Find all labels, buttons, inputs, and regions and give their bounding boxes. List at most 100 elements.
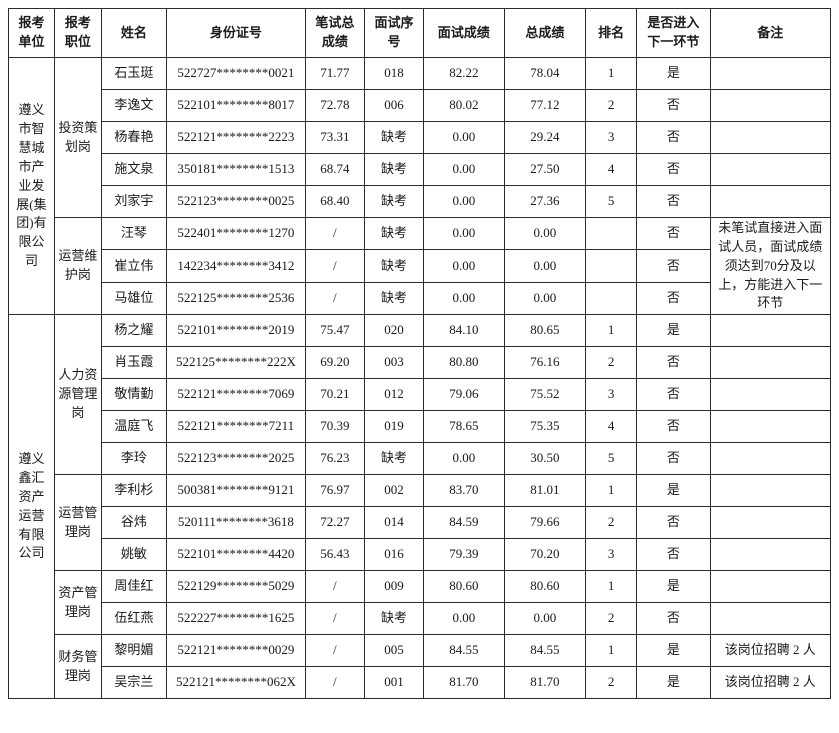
recruitment-results-table: 报考单位 报考职位 姓名 身份证号 笔试总成绩 面试序号 面试成绩 总成绩 排名… [8, 8, 832, 700]
id-cell: 522125********222X [166, 346, 306, 380]
written-score-cell: 70.21 [304, 378, 365, 412]
remark-cell [709, 442, 832, 476]
total-score-cell: 77.12 [503, 89, 587, 122]
interview-score-cell: 79.06 [423, 378, 505, 412]
name-cell: 周佳红 [100, 570, 168, 604]
table-row: 姚敏 522101********4420 56.43 016 79.39 70… [9, 538, 832, 572]
next-stage-cell: 是 [636, 666, 711, 700]
header-name: 姓名 [100, 8, 168, 58]
table-row: 遵义市智慧城市产业发展(集团)有限公司 投资策划岗 石玉珽 522727****… [8, 56, 832, 316]
next-stage-cell: 否 [636, 410, 711, 444]
position-cell: 投资策划岗 [53, 57, 102, 218]
name-cell: 伍红燕 [100, 602, 168, 636]
rank-cell: 2 [585, 89, 638, 122]
table-row: 马雄位 522125********2536 / 缺考 0.00 0.00 否 [9, 281, 831, 316]
next-stage-cell: 否 [636, 121, 711, 154]
written-score-cell: 76.97 [304, 474, 365, 508]
rank-cell [585, 216, 638, 251]
interview-no-cell: 006 [363, 89, 425, 122]
header-total-score: 总成绩 [503, 8, 587, 58]
name-cell: 谷炜 [100, 506, 168, 540]
remark-cell [709, 570, 832, 604]
rank-cell: 3 [585, 538, 638, 572]
id-cell: 522121********7211 [166, 410, 306, 444]
remark-cell [709, 378, 832, 412]
header-written-score: 笔试总成绩 [304, 8, 365, 58]
id-cell: 522129********5029 [166, 570, 306, 604]
written-score-cell: 56.43 [304, 538, 365, 572]
next-stage-cell: 否 [636, 378, 711, 412]
next-stage-cell: 否 [636, 506, 711, 540]
written-score-cell: / [304, 281, 365, 316]
total-score-cell: 0.00 [503, 216, 587, 251]
id-cell: 142234********3412 [166, 249, 306, 283]
name-cell: 吴宗兰 [100, 666, 168, 700]
rank-cell: 3 [585, 378, 638, 412]
table-row: 伍红燕 522227********1625 / 缺考 0.00 0.00 2 … [9, 602, 832, 636]
position-cell: 人力资源管理岗 [53, 314, 102, 476]
interview-no-cell: 020 [363, 314, 425, 348]
next-stage-cell: 否 [636, 602, 711, 636]
interview-score-cell: 0.00 [423, 249, 505, 283]
remark-cell: 该岗位招聘 2 人 [709, 634, 832, 668]
id-cell: 350181********1513 [166, 153, 306, 186]
rank-cell: 5 [585, 185, 638, 218]
next-stage-cell: 否 [636, 346, 711, 380]
id-cell: 522101********2019 [166, 314, 306, 348]
total-score-cell: 0.00 [503, 249, 587, 283]
interview-score-cell: 80.60 [423, 570, 505, 604]
interview-score-cell: 78.65 [423, 410, 505, 444]
interview-score-cell: 0.00 [423, 216, 505, 251]
table-row: 温庭飞 522121********7211 70.39 019 78.65 7… [9, 410, 832, 444]
interview-score-cell: 0.00 [423, 121, 505, 154]
remark-cell [709, 538, 832, 572]
table-row: 崔立伟 142234********3412 / 缺考 0.00 0.00 否 [9, 249, 831, 283]
id-cell: 522121********7069 [166, 378, 306, 412]
header-next-stage: 是否进入下一环节 [636, 8, 711, 58]
interview-no-cell: 014 [363, 506, 425, 540]
written-score-cell: / [304, 570, 365, 604]
header-row: 报考单位 报考职位 姓名 身份证号 笔试总成绩 面试序号 面试成绩 总成绩 排名… [8, 8, 832, 58]
id-cell: 522101********8017 [166, 89, 306, 122]
rank-cell: 5 [585, 442, 638, 476]
name-cell: 崔立伟 [100, 249, 168, 283]
remark-cell [709, 410, 832, 444]
header-rank: 排名 [585, 8, 638, 58]
interview-score-cell: 0.00 [423, 602, 505, 636]
interview-no-cell: 016 [363, 538, 425, 572]
header-interview-score: 面试成绩 [423, 8, 505, 58]
interview-score-cell: 80.02 [423, 89, 505, 122]
interview-score-cell: 0.00 [423, 281, 505, 316]
interview-no-cell: 009 [363, 570, 425, 604]
interview-no-cell: 012 [363, 378, 425, 412]
name-cell: 刘家宇 [100, 185, 168, 218]
next-stage-cell: 否 [636, 538, 711, 572]
id-cell: 522101********4420 [166, 538, 306, 572]
rank-cell: 1 [585, 314, 638, 348]
total-score-cell: 27.50 [503, 153, 587, 186]
unit-cell: 遵义鑫汇资产运营有限公司 [8, 314, 55, 700]
table-row: 李逸文 522101********8017 72.78 006 80.02 7… [9, 89, 832, 122]
total-score-cell: 70.20 [503, 538, 587, 572]
interview-score-cell: 83.70 [423, 474, 505, 508]
table-row: 施文泉 350181********1513 68.74 缺考 0.00 27.… [9, 153, 832, 186]
written-score-cell: 72.78 [304, 89, 365, 122]
total-score-cell: 75.35 [503, 410, 587, 444]
interview-score-cell: 0.00 [423, 185, 505, 218]
interview-score-cell: 84.10 [423, 314, 505, 348]
unit-cell: 遵义市智慧城市产业发展(集团)有限公司 [8, 56, 55, 316]
table-header: 报考单位 报考职位 姓名 身份证号 笔试总成绩 面试序号 面试成绩 总成绩 排名… [8, 8, 832, 58]
rank-cell: 1 [585, 474, 638, 508]
interview-no-cell: 005 [363, 634, 425, 668]
table-body: 遵义市智慧城市产业发展(集团)有限公司 投资策划岗 石玉珽 522727****… [8, 56, 832, 700]
interview-no-cell: 018 [363, 57, 425, 90]
name-cell: 李玲 [100, 442, 168, 476]
interview-no-cell: 001 [363, 666, 425, 700]
interview-no-cell: 002 [363, 474, 425, 508]
interview-no-cell: 缺考 [363, 216, 425, 251]
interview-score-cell: 0.00 [423, 153, 505, 186]
id-cell: 522227********1625 [166, 602, 306, 636]
written-score-cell: / [304, 249, 365, 283]
interview-no-cell: 缺考 [363, 442, 425, 476]
table-row: 刘家宇 522123********0025 68.40 缺考 0.00 27.… [9, 185, 832, 218]
